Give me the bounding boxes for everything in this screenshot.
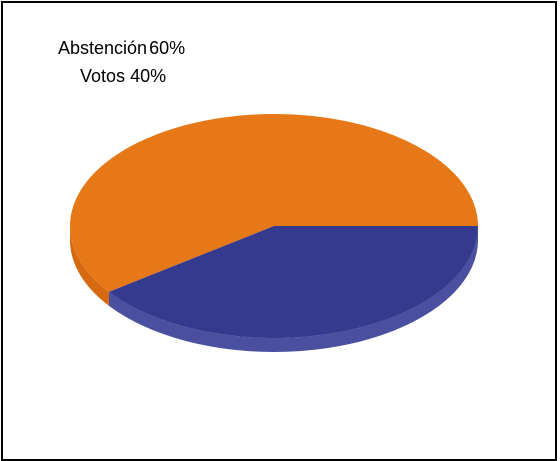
- pie-slice-side-abstencion: [70, 226, 109, 306]
- slice-label-abstencion-value: 60%: [149, 38, 186, 58]
- pie-slice-votos: [108, 226, 479, 338]
- slice-label-votos-name: Votos: [80, 66, 126, 86]
- slice-label-abstencion: Abstención 60%: [58, 34, 185, 62]
- slice-label-votos: Votos 40%: [58, 62, 185, 90]
- slice-labels: Abstención 60% Votos 40%: [58, 34, 185, 90]
- pie-slice-side-votos: [108, 226, 479, 352]
- pie-slice-abstencion: [70, 114, 478, 292]
- slice-label-abstencion-name: Abstención: [58, 38, 148, 58]
- slice-label-votos-value: 40%: [130, 66, 167, 86]
